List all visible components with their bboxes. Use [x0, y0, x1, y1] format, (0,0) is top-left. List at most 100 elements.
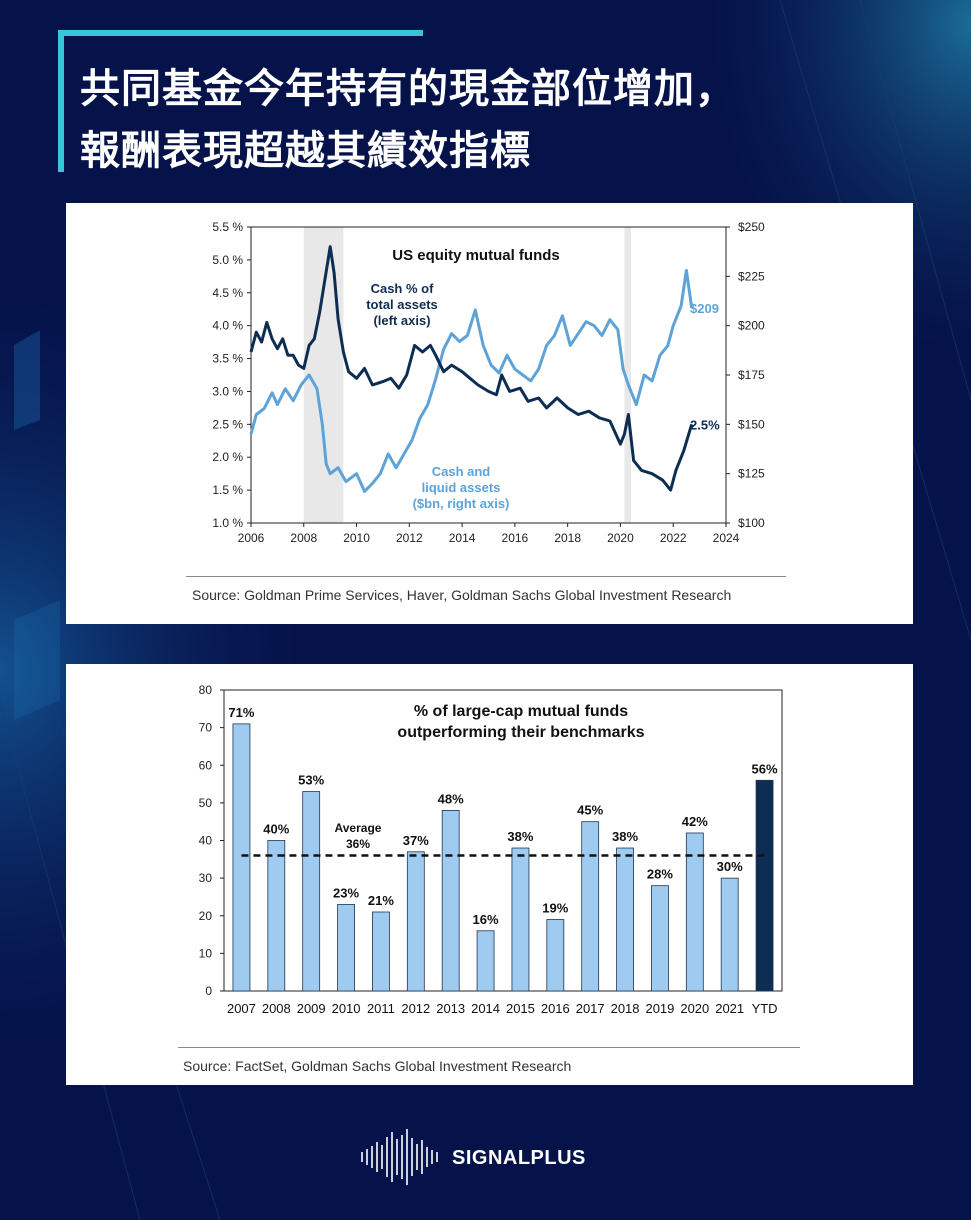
source-divider	[178, 1047, 800, 1048]
bar-2021	[720, 877, 739, 992]
data-label-2018: 38%	[612, 829, 638, 844]
brand-logo: SIGNALPLUS	[360, 1127, 620, 1187]
x-tick-label-2010: 2010	[332, 1001, 361, 1016]
data-label-2021: 30%	[717, 859, 743, 874]
average-label: Average	[335, 821, 382, 835]
x-tick-label-2021: 2021	[715, 1001, 744, 1016]
y-right-tick-label: $200	[738, 319, 765, 333]
bar-2012	[406, 851, 425, 992]
x-tick-label: 2010	[343, 531, 370, 545]
y-tick-label: 80	[199, 683, 213, 697]
x-tick-label-2014: 2014	[471, 1001, 500, 1016]
y-tick-label: 0	[205, 984, 212, 998]
x-tick-label-2019: 2019	[645, 1001, 674, 1016]
bar-2011	[372, 911, 390, 992]
x-tick-label-2013: 2013	[436, 1001, 465, 1016]
bar-2013	[441, 809, 460, 992]
chart-title: % of large-cap mutual funds outperforming…	[397, 703, 644, 741]
x-tick-label: 2006	[238, 531, 265, 545]
series-line-cash-assets	[249, 268, 694, 493]
source-divider	[186, 576, 786, 577]
chart-panel-cash: 5.5 % 5.0 % 4.5 % 4.0 % 3.5 % 3.0 % 2.5 % 2.0 %…	[66, 203, 913, 624]
headline: 共同基金今年持有的現金部位增加， 報酬表現超越其績效指標	[58, 30, 938, 174]
series-line-cash-pct	[249, 245, 694, 492]
x-tick-label: 2022	[660, 531, 687, 545]
end-label-cash-pct: 2.5%	[690, 417, 720, 432]
bar-2019	[651, 885, 669, 992]
y-tick-label: 70	[199, 721, 213, 735]
y-right-tick-label: $250	[738, 220, 765, 234]
data-label-2016: 19%	[542, 901, 568, 916]
bar-2010	[337, 904, 355, 992]
data-label-2014: 16%	[473, 912, 499, 927]
x-tick-label-2017: 2017	[576, 1001, 605, 1016]
series-label-cash-pct: Cash % of total assets (left axis)	[366, 281, 438, 328]
bar-2008	[267, 840, 286, 992]
chart-title: US equity mutual funds	[392, 247, 560, 264]
average-value-label: 36%	[346, 837, 370, 851]
x-tick-label-2008: 2008	[262, 1001, 291, 1016]
x-tick-label-2018: 2018	[611, 1001, 640, 1016]
data-label-YTD: 56%	[752, 761, 778, 776]
x-tick-label-2012: 2012	[401, 1001, 430, 1016]
x-tick-label: 2018	[554, 531, 581, 545]
recession-shading	[624, 227, 631, 523]
y-left-tick-label: 2.0 %	[212, 450, 243, 464]
cash-line-chart: 5.5 % 5.0 % 4.5 % 4.0 % 3.5 % 3.0 % 2.5 % 2.0 %…	[212, 220, 765, 545]
data-label-2015: 38%	[507, 829, 533, 844]
x-tick-label-2015: 2015	[506, 1001, 535, 1016]
bar-2017	[581, 821, 600, 992]
bar-2009	[302, 791, 321, 992]
x-tick-label-2016: 2016	[541, 1001, 570, 1016]
brand-name: SIGNALPLUS	[452, 1147, 586, 1169]
data-label-2019: 28%	[647, 867, 673, 882]
bar-2015	[511, 847, 530, 992]
outperformance-bar-chart: 0 10 20 30 40 50 60 70 80 71% 2007 40% 2008 53% 2009 23…	[199, 683, 783, 1016]
y-right-tick-label: $150	[738, 417, 765, 431]
bar-2007	[232, 723, 251, 992]
x-tick-label-2007: 2007	[227, 1001, 256, 1016]
y-left-tick-label: 4.0 %	[212, 319, 243, 333]
y-tick-label: 60	[199, 758, 213, 772]
source-note-chart2: Source: FactSet, Goldman Sachs Global In…	[183, 1058, 572, 1074]
x-tick-label: 2012	[396, 531, 423, 545]
x-tick-label-2020: 2020	[680, 1001, 709, 1016]
data-label-2017: 45%	[577, 803, 603, 818]
headline-line-1: 共同基金今年持有的現金部位增加，	[80, 66, 736, 112]
bar-2014	[476, 930, 495, 992]
x-tick-label-2011: 2011	[367, 1001, 395, 1016]
x-tick-label: 2008	[290, 531, 317, 545]
data-label-2007: 71%	[228, 705, 254, 720]
headline-accent-line	[58, 30, 423, 36]
y-left-tick-label: 2.5 %	[212, 417, 243, 431]
x-tick-label: 2020	[607, 531, 634, 545]
y-left-tick-label: 3.0 %	[212, 384, 243, 398]
y-tick-label: 40	[199, 834, 213, 848]
data-label-2009: 53%	[298, 773, 324, 788]
bar-2016	[546, 919, 565, 992]
data-label-2008: 40%	[263, 822, 289, 837]
y-right-tick-label: $225	[738, 269, 765, 283]
y-left-tick-label: 3.5 %	[212, 352, 243, 366]
end-label-cash-assets: $209	[690, 301, 719, 316]
data-label-2012: 37%	[403, 833, 429, 848]
bar-2018	[616, 847, 634, 992]
y-right-tick-label: $125	[738, 467, 765, 481]
y-left-tick-label: 5.0 %	[212, 253, 243, 267]
bar-2020	[685, 832, 704, 992]
bar-YTD	[755, 779, 774, 992]
y-tick-label: 30	[199, 871, 213, 885]
headline-accent-bar	[58, 30, 64, 172]
y-right-tick-label: $175	[738, 368, 765, 382]
chart-panel-outperformance: 0 10 20 30 40 50 60 70 80 71% 2007 40% 2008 53% 2009 23…	[66, 664, 913, 1085]
y-right-tick-label: $100	[738, 516, 765, 530]
y-left-tick-label: 5.5 %	[212, 220, 243, 234]
data-label-2013: 48%	[438, 791, 464, 806]
x-tick-label: 2024	[713, 531, 740, 545]
y-left-tick-label: 1.5 %	[212, 483, 243, 497]
data-label-2010: 23%	[333, 885, 359, 900]
y-left-tick-label: 4.5 %	[212, 286, 243, 300]
y-tick-label: 50	[199, 796, 213, 810]
x-tick-label-YTD: YTD	[752, 1001, 778, 1016]
headline-line-2: 報酬表現超越其績效指標	[80, 128, 531, 174]
